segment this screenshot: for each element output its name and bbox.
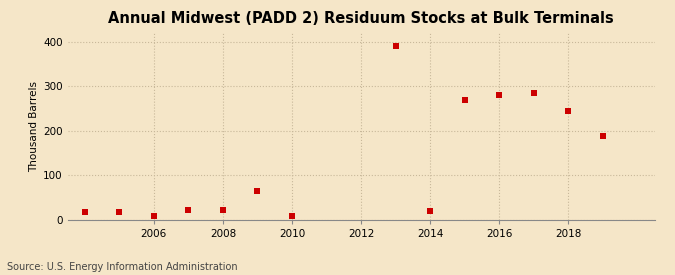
Text: Source: U.S. Energy Information Administration: Source: U.S. Energy Information Administ… [7,262,238,272]
Title: Annual Midwest (PADD 2) Residuum Stocks at Bulk Terminals: Annual Midwest (PADD 2) Residuum Stocks … [108,11,614,26]
Y-axis label: Thousand Barrels: Thousand Barrels [29,81,39,172]
